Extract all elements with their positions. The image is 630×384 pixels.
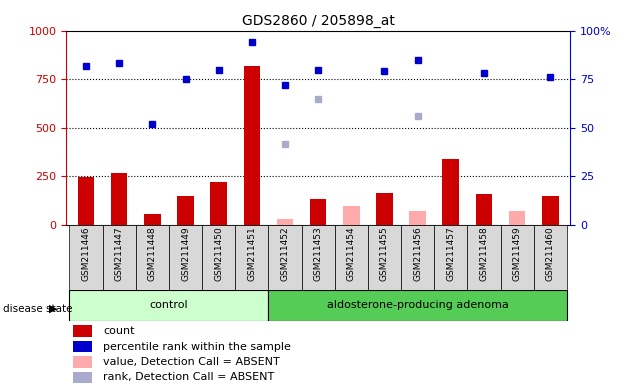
Text: GSM211449: GSM211449 [181, 227, 190, 281]
Bar [500, 225, 534, 290]
Text: value, Detection Call = ABSENT: value, Detection Call = ABSENT [103, 357, 280, 367]
Bar [77, 177, 94, 225]
Bar [72, 341, 92, 353]
Text: GSM211459: GSM211459 [513, 227, 522, 281]
Bar [169, 225, 202, 290]
Text: count: count [103, 326, 135, 336]
Bar [72, 325, 92, 337]
Bar [69, 290, 268, 321]
Bar [401, 225, 434, 290]
Bar [202, 225, 235, 290]
Bar [136, 225, 169, 290]
Text: GSM211447: GSM211447 [115, 227, 123, 281]
Bar [72, 356, 92, 368]
Text: percentile rank within the sample: percentile rank within the sample [103, 341, 291, 351]
Bar [467, 225, 500, 290]
Bar [235, 225, 268, 290]
Text: aldosterone-producing adenoma: aldosterone-producing adenoma [327, 300, 508, 310]
Bar [244, 66, 260, 225]
Text: disease state: disease state [3, 304, 72, 314]
Text: GSM211456: GSM211456 [413, 227, 422, 281]
Bar [268, 225, 302, 290]
Text: GSM211451: GSM211451 [248, 227, 256, 281]
Text: GSM211446: GSM211446 [81, 227, 91, 281]
Bar [144, 214, 161, 225]
Bar [111, 173, 127, 225]
Text: GSM211457: GSM211457 [446, 227, 455, 281]
Bar [442, 159, 459, 225]
Bar [103, 225, 136, 290]
Bar [542, 195, 559, 225]
Text: rank, Detection Call = ABSENT: rank, Detection Call = ABSENT [103, 372, 274, 382]
Bar [72, 371, 92, 383]
Bar [434, 225, 467, 290]
Text: GSM211454: GSM211454 [346, 227, 356, 281]
Text: GSM211455: GSM211455 [380, 227, 389, 281]
Text: GSM211458: GSM211458 [479, 227, 488, 281]
Text: GSM211450: GSM211450 [214, 227, 223, 281]
Bar [210, 182, 227, 225]
Text: GSM211460: GSM211460 [546, 227, 555, 281]
Bar [69, 225, 103, 290]
Text: GSM211453: GSM211453 [314, 227, 323, 281]
Bar [476, 194, 492, 225]
Text: ▶: ▶ [50, 304, 58, 314]
Bar [509, 211, 525, 225]
Bar [268, 290, 567, 321]
Bar [310, 199, 326, 225]
Text: GSM211448: GSM211448 [148, 227, 157, 281]
Text: control: control [150, 300, 188, 310]
Bar [410, 211, 426, 225]
Bar [534, 225, 567, 290]
Bar [376, 193, 392, 225]
Title: GDS2860 / 205898_at: GDS2860 / 205898_at [242, 14, 394, 28]
Bar [302, 225, 335, 290]
Text: GSM211452: GSM211452 [280, 227, 290, 281]
Bar [368, 225, 401, 290]
Bar [277, 219, 294, 225]
Bar [177, 195, 194, 225]
Bar [335, 225, 368, 290]
Bar [343, 206, 360, 225]
